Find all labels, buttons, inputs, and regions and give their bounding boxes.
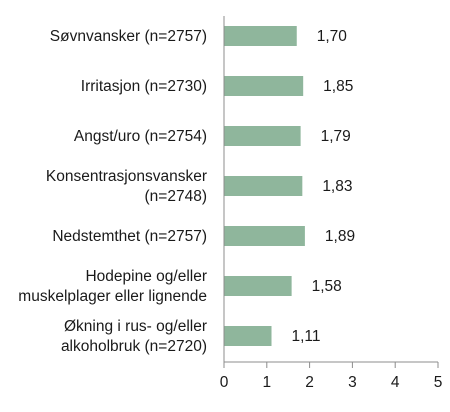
category-label-3-line-1: (n=2748): [145, 188, 207, 205]
value-label-0: 1,70: [317, 28, 348, 45]
category-label-6-line-0: Økning i rus- og/eller: [64, 318, 207, 335]
category-labels-group: Søvnvansker (n=2757) Irritasjon (n=2730) A…: [18, 28, 207, 355]
x-tick-label-4: 4: [391, 374, 400, 391]
category-label-2-line-0: Angst/uro (n=2754): [74, 128, 207, 145]
value-label-4: 1,89: [325, 228, 355, 245]
value-label-2: 1,79: [321, 128, 351, 145]
value-label-5: 1,58: [312, 278, 342, 295]
bar-3: [224, 176, 303, 196]
x-tick-label-3: 3: [348, 374, 357, 391]
bar-2: [224, 126, 301, 146]
category-label-3-line-0: Konsentrasjonsvansker: [46, 168, 207, 185]
bar-5: [224, 276, 292, 296]
x-tick-label-5: 5: [434, 374, 443, 391]
value-label-1: 1,85: [323, 78, 353, 95]
category-label-1-line-0: Irritasjon (n=2730): [81, 78, 207, 95]
category-label-0-line-0: Søvnvansker (n=2757): [50, 28, 207, 45]
bar-6: [224, 326, 272, 346]
x-tick-label-0: 0: [220, 374, 229, 391]
bar-0: [224, 26, 297, 46]
value-label-6: 1,11: [292, 328, 321, 345]
bar-1: [224, 76, 304, 96]
bars-group: [224, 26, 305, 346]
value-labels-group: 1,70 1,85 1,79 1,83 1,89 1,58 1,11: [292, 28, 356, 345]
x-tick-label-2: 2: [305, 374, 314, 391]
bar-4: [224, 226, 305, 246]
category-label-4-line-0: Nedstemthet (n=2757): [52, 228, 207, 245]
category-label-5-line-1: muskelplager eller lignende: [18, 288, 207, 305]
category-label-6-line-1: alkoholbruk (n=2720): [61, 338, 207, 355]
x-ticks-group: 0 1 2 3 4 5: [220, 362, 443, 391]
category-label-5-line-0: Hodepine og/eller: [85, 268, 207, 285]
x-tick-label-1: 1: [262, 374, 271, 391]
value-label-3: 1,83: [322, 178, 352, 195]
